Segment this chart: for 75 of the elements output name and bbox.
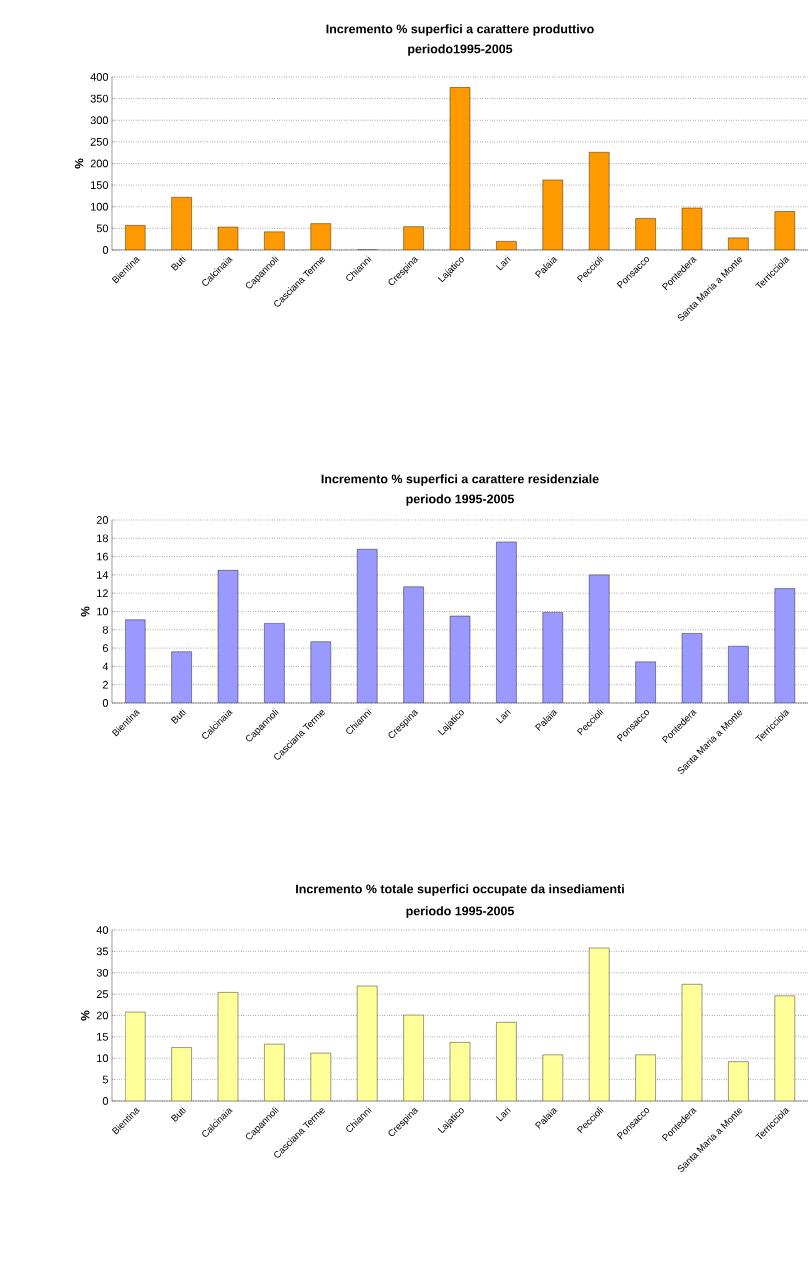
- bar: [403, 586, 424, 703]
- bar: [171, 651, 192, 703]
- bar: [774, 995, 795, 1101]
- y-tick-label: 8: [102, 625, 108, 634]
- y-tick-label: 50: [96, 224, 109, 233]
- x-tick-label: Buti: [170, 708, 186, 724]
- bar: [264, 623, 285, 703]
- y-tick-label: 18: [97, 534, 108, 543]
- x-tick-label: Buti: [170, 1106, 186, 1122]
- y-tick-label: 25: [96, 990, 109, 998]
- y-axis-title: %: [81, 606, 90, 617]
- bar: [357, 549, 378, 703]
- x-tick-label: Buti: [170, 255, 186, 271]
- y-tick-label: 6: [102, 644, 108, 652]
- bar: [310, 223, 331, 250]
- y-axis-title: %: [81, 1010, 90, 1021]
- bar: [171, 1047, 192, 1101]
- y-tick-label: 150: [91, 181, 109, 189]
- bar: [728, 646, 749, 703]
- x-tick-label: Lari: [496, 708, 511, 724]
- y-tick-label: 300: [90, 116, 109, 125]
- chart-subtitle: periodo 1995-2005: [406, 906, 514, 918]
- bar: [728, 1061, 749, 1101]
- y-tick-label: 10: [97, 607, 109, 616]
- bar: [635, 1054, 656, 1101]
- x-tick-label: Lari: [496, 1106, 511, 1122]
- bar: [542, 179, 563, 250]
- y-tick-label: 350: [90, 94, 109, 103]
- bar: [310, 1053, 331, 1101]
- bar: [589, 574, 610, 703]
- bar: [774, 211, 795, 250]
- y-tick-label: 14: [97, 571, 109, 579]
- bar: [125, 619, 146, 703]
- y-tick-label: 20: [96, 1011, 109, 1020]
- y-tick-label: 250: [90, 137, 109, 146]
- bar: [403, 1015, 424, 1101]
- y-tick-label: 5: [102, 1075, 109, 1084]
- bar: [357, 985, 378, 1101]
- chart-title: Incremento % superfici a carattere produttivo: [326, 24, 594, 36]
- bar: [496, 1022, 517, 1101]
- x-tick-label: Lari: [496, 255, 511, 271]
- y-tick-label: 2: [102, 680, 108, 689]
- bar: [125, 1012, 146, 1101]
- y-tick-label: 0: [102, 246, 109, 254]
- bar: [264, 1044, 285, 1101]
- y-tick-label: 16: [97, 552, 108, 561]
- y-tick-label: 200: [90, 159, 109, 168]
- y-tick-label: 30: [96, 968, 109, 977]
- y-tick-label: 15: [97, 1033, 109, 1041]
- y-tick-label: 0: [102, 699, 109, 707]
- y-tick-label: 35: [96, 947, 109, 956]
- y-tick-label: 40: [96, 926, 109, 934]
- bar: [589, 947, 610, 1101]
- bar: [542, 1054, 563, 1101]
- y-tick-label: 10: [97, 1054, 109, 1063]
- bar: [589, 152, 610, 250]
- bar: [542, 612, 563, 703]
- bar: [774, 588, 795, 703]
- y-tick-label: 4: [102, 662, 109, 671]
- chart-title: Incremento % superfici a carattere residenziale: [321, 474, 599, 486]
- y-tick-label: 0: [102, 1097, 109, 1105]
- y-tick-label: 20: [96, 516, 109, 524]
- bar: [310, 641, 331, 703]
- bar: [635, 218, 656, 250]
- bar: [403, 226, 424, 250]
- bar: [496, 541, 517, 703]
- y-tick-label: 400: [90, 73, 109, 81]
- chart-title: Incremento % totale superfici occupate da insediamenti: [296, 884, 624, 896]
- bar: [635, 661, 656, 703]
- bar: [171, 197, 192, 250]
- chart-subtitle: periodo1995-2005: [408, 44, 513, 56]
- y-axis-title: %: [74, 158, 84, 169]
- y-tick-label: 12: [97, 589, 108, 598]
- y-tick-label: 100: [91, 202, 109, 211]
- chart-subtitle: periodo 1995-2005: [406, 494, 514, 506]
